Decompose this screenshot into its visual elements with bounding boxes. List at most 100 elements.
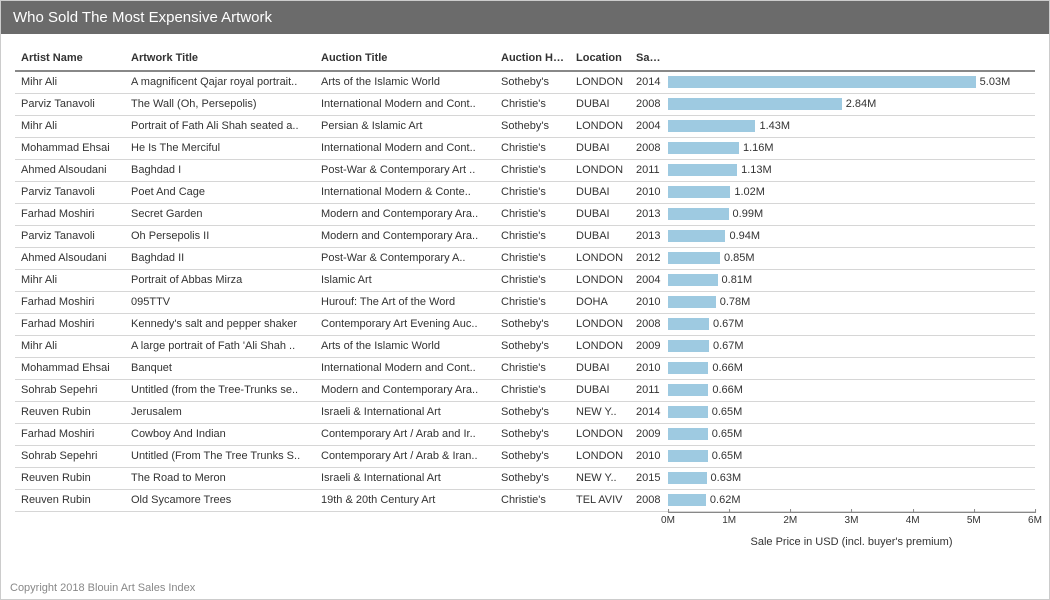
table-row[interactable]: Mihr AliA magnificent Qajar royal portra… (15, 71, 1035, 93)
cell-house: Christie's (495, 247, 570, 269)
table-row[interactable]: Parviz TanavoliOh Persepolis IIModern an… (15, 225, 1035, 247)
value-bar[interactable] (668, 406, 708, 418)
col-header-house[interactable]: Auction House (495, 48, 570, 71)
table-row[interactable]: Farhad MoshiriCowboy And IndianContempor… (15, 423, 1035, 445)
col-header-artwork[interactable]: Artwork Title (125, 48, 315, 71)
cell-bar: 0.65M (668, 423, 1035, 445)
table-row[interactable]: Parviz TanavoliThe Wall (Oh, Persepolis)… (15, 93, 1035, 115)
cell-auction: Israeli & International Art (315, 401, 495, 423)
value-bar[interactable] (668, 296, 716, 308)
cell-artwork: Baghdad II (125, 247, 315, 269)
cell-house: Sotheby's (495, 313, 570, 335)
cell-house: Christie's (495, 225, 570, 247)
table-row[interactable]: Reuven RubinThe Road to MeronIsraeli & I… (15, 467, 1035, 489)
value-label: 5.03M (976, 74, 1011, 90)
table-row[interactable]: Farhad MoshiriSecret GardenModern and Co… (15, 203, 1035, 225)
cell-artwork: Untitled (from the Tree-Trunks se.. (125, 379, 315, 401)
cell-house: Sotheby's (495, 401, 570, 423)
cell-bar: 0.65M (668, 401, 1035, 423)
value-label: 0.94M (725, 228, 760, 244)
table-row[interactable]: Reuven RubinOld Sycamore Trees19th & 20t… (15, 489, 1035, 511)
axis-row: 0M1M2M3M4M5M6M (15, 511, 1035, 529)
cell-bar: 0.62M (668, 489, 1035, 511)
table-row[interactable]: Mihr AliPortrait of Fath Ali Shah seated… (15, 115, 1035, 137)
cell-bar: 1.02M (668, 181, 1035, 203)
cell-artwork: Untitled (From The Tree Trunks S.. (125, 445, 315, 467)
value-bar[interactable] (668, 208, 729, 220)
col-header-location[interactable]: Location (570, 48, 630, 71)
value-bar[interactable] (668, 450, 708, 462)
cell-artist: Farhad Moshiri (15, 313, 125, 335)
cell-artwork: Banquet (125, 357, 315, 379)
x-axis-title: Sale Price in USD (incl. buyer's premium… (668, 529, 1035, 551)
axis-tick: 1M (722, 513, 736, 526)
value-bar[interactable] (668, 120, 755, 132)
cell-year: 2008 (630, 489, 668, 511)
cell-location: DUBAI (570, 93, 630, 115)
value-bar[interactable] (668, 494, 706, 506)
cell-artwork: Poet And Cage (125, 181, 315, 203)
value-bar[interactable] (668, 340, 709, 352)
value-bar[interactable] (668, 384, 708, 396)
cell-bar: 5.03M (668, 71, 1035, 93)
value-bar[interactable] (668, 142, 739, 154)
cell-location: DUBAI (570, 181, 630, 203)
value-bar[interactable] (668, 472, 707, 484)
cell-year: 2010 (630, 357, 668, 379)
table-row[interactable]: Reuven RubinJerusalemIsraeli & Internati… (15, 401, 1035, 423)
table-row[interactable]: Mohammad EhsaiBanquetInternational Moder… (15, 357, 1035, 379)
value-bar[interactable] (668, 186, 730, 198)
value-label: 0.62M (706, 492, 741, 508)
cell-artist: Farhad Moshiri (15, 423, 125, 445)
cell-bar: 0.66M (668, 379, 1035, 401)
table-row[interactable]: Ahmed AlsoudaniBaghdad IPost-War & Conte… (15, 159, 1035, 181)
cell-artwork: Portrait of Abbas Mirza (125, 269, 315, 291)
cell-location: LONDON (570, 71, 630, 93)
table-row[interactable]: Farhad MoshiriKennedy's salt and pepper … (15, 313, 1035, 335)
table-row[interactable]: Mihr AliPortrait of Abbas MirzaIslamic A… (15, 269, 1035, 291)
cell-year: 2012 (630, 247, 668, 269)
cell-auction: Post-War & Contemporary Art .. (315, 159, 495, 181)
cell-location: DUBAI (570, 203, 630, 225)
table-row[interactable]: Sohrab SepehriUntitled (From The Tree Tr… (15, 445, 1035, 467)
value-bar[interactable] (668, 230, 725, 242)
cell-artist: Parviz Tanavoli (15, 225, 125, 247)
table-row[interactable]: Farhad Moshiri095TTVHurouf: The Art of t… (15, 291, 1035, 313)
cell-bar: 0.63M (668, 467, 1035, 489)
cell-house: Christie's (495, 269, 570, 291)
cell-house: Christie's (495, 489, 570, 511)
value-label: 0.85M (720, 250, 755, 266)
value-bar[interactable] (668, 252, 720, 264)
col-header-artist[interactable]: Artist Name (15, 48, 125, 71)
table-row[interactable]: Sohrab SepehriUntitled (from the Tree-Tr… (15, 379, 1035, 401)
value-bar[interactable] (668, 318, 709, 330)
cell-house: Sotheby's (495, 423, 570, 445)
value-label: 0.66M (708, 360, 743, 376)
cell-location: LONDON (570, 445, 630, 467)
cell-year: 2008 (630, 93, 668, 115)
table-row[interactable]: Mohammad EhsaiHe Is The MercifulInternat… (15, 137, 1035, 159)
cell-location: LONDON (570, 335, 630, 357)
cell-artwork: 095TTV (125, 291, 315, 313)
value-bar[interactable] (668, 274, 718, 286)
value-bar[interactable] (668, 362, 708, 374)
value-bar[interactable] (668, 164, 737, 176)
cell-bar: 0.85M (668, 247, 1035, 269)
value-bar[interactable] (668, 98, 842, 110)
table-row[interactable]: Ahmed AlsoudaniBaghdad IIPost-War & Cont… (15, 247, 1035, 269)
cell-location: NEW Y.. (570, 401, 630, 423)
table-row[interactable]: Mihr AliA large portrait of Fath 'Ali Sh… (15, 335, 1035, 357)
table-row[interactable]: Parviz TanavoliPoet And CageInternationa… (15, 181, 1035, 203)
cell-artist: Sohrab Sepehri (15, 379, 125, 401)
cell-bar: 0.78M (668, 291, 1035, 313)
col-header-auction[interactable]: Auction Title (315, 48, 495, 71)
col-header-year[interactable]: Sale .. (630, 48, 668, 71)
cell-artwork: Jerusalem (125, 401, 315, 423)
cell-year: 2014 (630, 71, 668, 93)
col-header-bar (668, 48, 1035, 71)
value-bar[interactable] (668, 428, 708, 440)
value-bar[interactable] (668, 76, 976, 88)
cell-location: LONDON (570, 247, 630, 269)
cell-house: Christie's (495, 159, 570, 181)
cell-location: DUBAI (570, 379, 630, 401)
